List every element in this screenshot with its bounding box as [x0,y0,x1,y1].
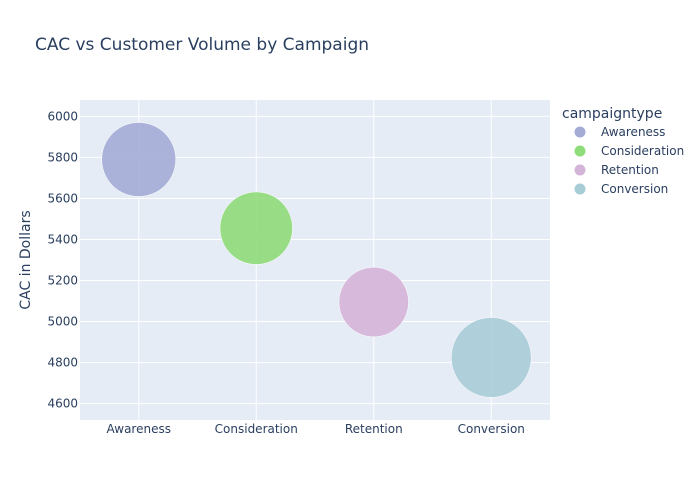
legend-item-awareness[interactable]: Awareness [574,125,666,139]
y-tick-label: 5800 [47,150,78,164]
x-tick-labels: Awareness Consideration Retention Conversio… [107,422,525,436]
y-tick-labels: 4600 4800 5000 5200 5400 5600 5800 6000 [47,109,78,410]
y-tick-label: 5000 [47,315,78,329]
chart-title: CAC vs Customer Volume by Campaign [35,35,369,55]
y-tick-label: 4600 [47,397,78,411]
legend-label: Retention [601,163,659,177]
legend-item-consideration[interactable]: Consideration [574,144,685,158]
bubble-conversion[interactable] [451,317,532,398]
y-tick-label: 5600 [47,191,78,205]
bubble-awareness[interactable] [101,122,176,197]
y-tick-label: 5200 [47,274,78,288]
legend-item-retention[interactable]: Retention [574,163,659,177]
legend-marker [574,145,586,157]
legend-label: Consideration [601,144,684,158]
bubble-retention[interactable] [338,267,409,338]
legend-marker [574,164,586,176]
y-tick-label: 6000 [47,109,78,123]
legend-label: Conversion [601,182,668,196]
legend: campaigntype Awareness Consideration Reten… [562,106,684,196]
legend-label: Awareness [601,125,665,139]
y-axis-title: CAC in Dollars [18,210,34,309]
legend-title: campaigntype [562,106,662,122]
y-tick-label: 5400 [47,232,78,246]
x-tick-label: Conversion [458,422,525,436]
legend-marker [574,126,586,138]
y-tick-label: 4800 [47,356,78,370]
bubble-consideration[interactable] [219,191,293,265]
x-tick-label: Awareness [107,422,171,436]
legend-marker [574,183,586,195]
legend-item-conversion[interactable]: Conversion [574,182,669,196]
x-tick-label: Retention [345,422,403,436]
x-tick-label: Consideration [215,422,298,436]
bubble-marks [101,122,532,398]
